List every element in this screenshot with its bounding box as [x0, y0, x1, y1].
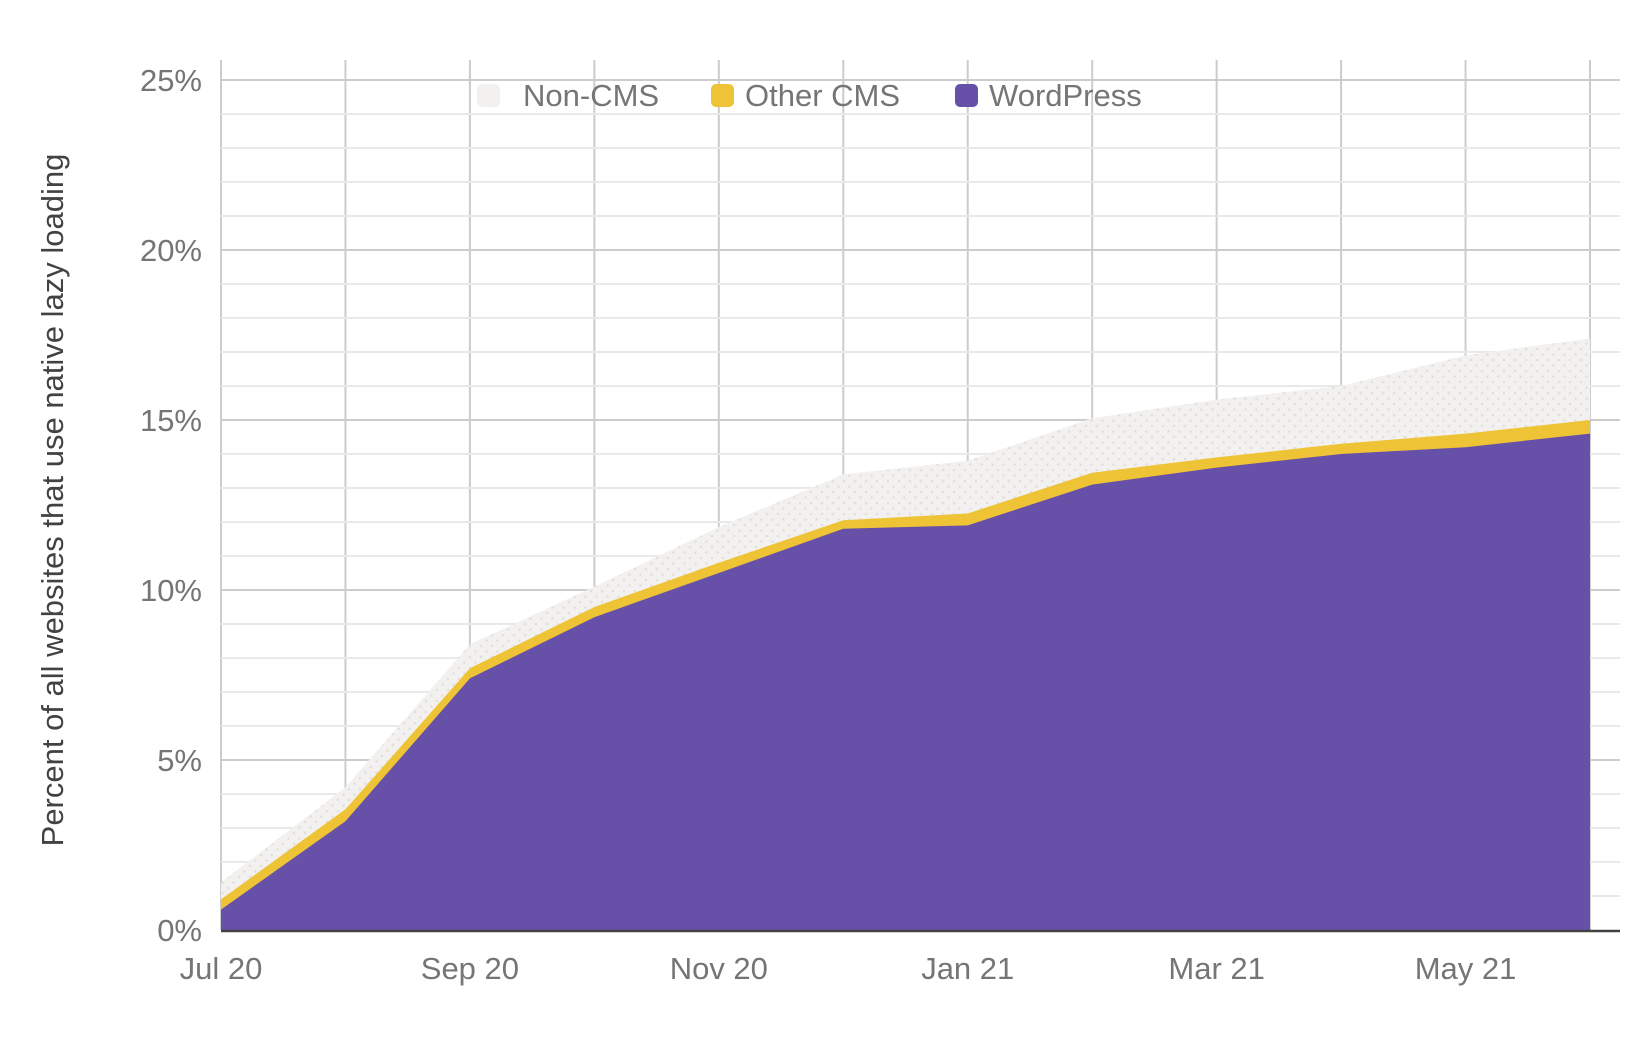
- x-tick-label: Jan 21: [921, 951, 1014, 986]
- x-tick-label: Sep 20: [421, 951, 519, 986]
- x-tick-label: Jul 20: [180, 951, 263, 986]
- y-tick-label: 5%: [157, 743, 202, 778]
- y-tick-label: 0%: [157, 913, 202, 948]
- x-tick-label: Mar 21: [1168, 951, 1264, 986]
- legend-swatch-wordpress: [955, 84, 978, 107]
- x-axis-tick-labels: Jul 20 Sep 20 Nov 20 Jan 21 Mar 21 May 21: [180, 951, 1517, 986]
- y-tick-label: 15%: [140, 403, 202, 438]
- legend: Non-CMS Other CMS WordPress: [477, 78, 1142, 113]
- legend-swatch-non-cms: [477, 84, 500, 107]
- legend-swatch-other-cms: [711, 84, 734, 107]
- y-tick-label: 25%: [140, 63, 202, 98]
- legend-label-other-cms: Other CMS: [745, 78, 900, 113]
- x-tick-label: May 21: [1415, 951, 1517, 986]
- area-wordpress: [221, 433, 1590, 930]
- legend-label-wordpress: WordPress: [989, 78, 1142, 113]
- y-axis-title: Percent of all websites that use native …: [35, 154, 70, 847]
- y-tick-label: 10%: [140, 573, 202, 608]
- y-tick-label: 20%: [140, 233, 202, 268]
- stacked-areas: [221, 338, 1590, 930]
- legend-label-non-cms: Non-CMS: [523, 78, 659, 113]
- y-axis-tick-labels: 0% 5% 10% 15% 20% 25%: [140, 63, 202, 948]
- x-tick-label: Nov 20: [670, 951, 768, 986]
